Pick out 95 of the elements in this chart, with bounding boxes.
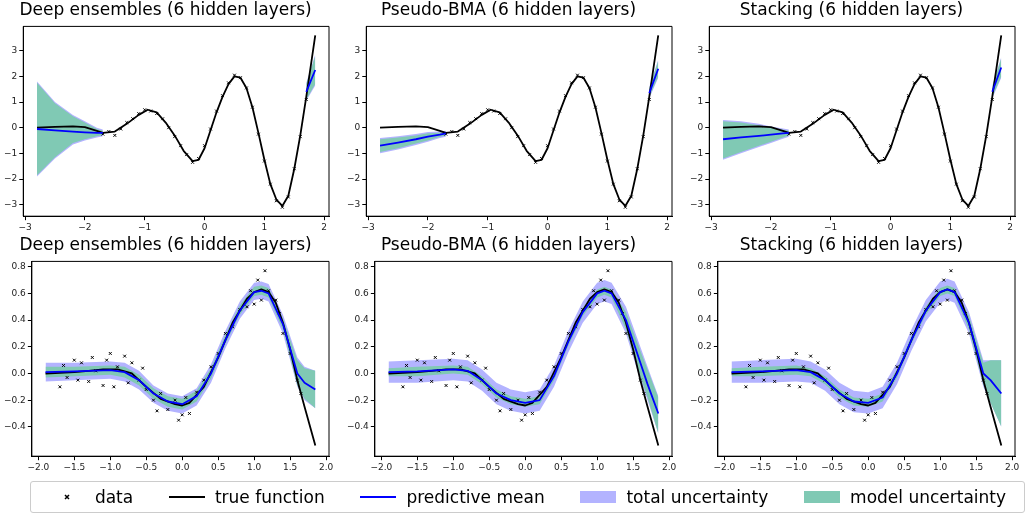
x-tick-label: 0 — [887, 221, 894, 232]
y-tick-label: 0 — [11, 122, 18, 133]
y-tick-label: −1 — [689, 147, 704, 158]
x-tick-label: 0.5 — [211, 461, 226, 472]
y-tick-label: 0.8 — [354, 261, 370, 272]
y-tick-label: 0.6 — [697, 287, 713, 298]
x-tick-label: −0.5 — [478, 461, 501, 472]
legend-label: true function — [214, 487, 325, 507]
chart-title: Deep ensembles (6 hidden layers) — [19, 233, 312, 254]
y-tick-label: 3 — [697, 45, 704, 56]
x-tick-label: −1.0 — [785, 461, 808, 472]
y-tick-label: 2 — [354, 70, 361, 81]
x-tick-label: 2 — [664, 221, 671, 232]
x-tick-label: 0.5 — [554, 461, 569, 472]
legend-label: data — [94, 487, 134, 507]
x-tick-label: −1.5 — [749, 461, 772, 472]
x-tick-label: −2.0 — [713, 461, 736, 472]
y-tick-label: 0.2 — [354, 341, 369, 352]
x-tick-label: −2 — [421, 221, 435, 232]
y-tick-label: −1 — [3, 147, 18, 158]
x-tick-label: −2.0 — [370, 461, 393, 472]
chart-title: Pseudo-BMA (6 hidden layers) — [380, 233, 637, 254]
x-tick-label: −0.5 — [821, 461, 844, 472]
y-tick-label: 0.4 — [354, 314, 370, 325]
y-tick-label: −0.2 — [689, 394, 712, 405]
y-tick-label: −0.2 — [3, 394, 26, 405]
legend-label: predictive mean — [406, 487, 545, 507]
x-tick-label: −1.0 — [442, 461, 465, 472]
y-tick-label: −3 — [689, 199, 704, 209]
x-tick-label: −1 — [481, 221, 495, 232]
x-tick-label: 1 — [947, 221, 954, 232]
chart-title: Pseudo-BMA (6 hidden layers) — [380, 0, 637, 19]
x-tick-label: 2 — [321, 221, 328, 232]
x-tick-label: 0 — [201, 221, 208, 232]
y-tick-label: 0.4 — [697, 314, 713, 325]
y-tick-label: 0.0 — [354, 367, 370, 378]
y-tick-label: −0.2 — [346, 394, 369, 405]
y-tick-label: 1 — [11, 96, 18, 107]
y-tick-label: −0.4 — [346, 421, 370, 432]
x-tick-label: −0.5 — [135, 461, 158, 472]
x-tick-label: 0 — [544, 221, 551, 232]
y-tick-label: 0 — [697, 122, 704, 133]
y-tick-label: −2 — [3, 173, 18, 184]
y-tick-label: 0.0 — [11, 367, 27, 378]
x-tick-label: 2.0 — [1004, 461, 1020, 472]
y-tick-label: 0.8 — [11, 261, 27, 272]
chart-title: Deep ensembles (6 hidden layers) — [19, 0, 312, 19]
y-tick-label: −3 — [346, 199, 361, 209]
x-tick-label: 2.0 — [661, 461, 677, 472]
y-tick-label: 3 — [354, 45, 361, 56]
y-tick-label: −0.4 — [689, 421, 713, 432]
x-tick-label: −2 — [764, 221, 778, 232]
y-tick-label: −2 — [346, 173, 361, 184]
x-tick-label: −2 — [78, 221, 92, 232]
y-tick-label: −3 — [3, 199, 18, 209]
y-tick-label: −2 — [689, 173, 704, 184]
legend-label: model uncertainty — [850, 487, 1007, 507]
x-tick-label: 1 — [261, 221, 268, 232]
chart-title: Stacking (6 hidden layers) — [739, 233, 964, 254]
x-tick-label: 1.0 — [247, 461, 262, 472]
x-tick-label: 0.5 — [897, 461, 912, 472]
y-tick-label: 0.0 — [697, 367, 713, 378]
y-tick-label: 3 — [11, 45, 18, 56]
x-tick-label: 0.0 — [861, 461, 876, 472]
x-tick-label: 2.0 — [318, 461, 334, 472]
y-tick-label: 0 — [354, 122, 361, 133]
y-tick-label: 1 — [354, 96, 361, 107]
x-tick-label: 1.0 — [590, 461, 605, 472]
legend-label: total uncertainty — [626, 487, 769, 507]
x-tick-label: 1.5 — [968, 461, 984, 472]
x-tick-label: −1.5 — [63, 461, 86, 472]
x-tick-label: −1 — [824, 221, 838, 232]
x-tick-label: −2.0 — [27, 461, 50, 472]
x-tick-label: −1.0 — [99, 461, 122, 472]
y-tick-label: 2 — [697, 70, 704, 81]
y-tick-label: −0.4 — [3, 421, 27, 432]
y-tick-label: 1 — [697, 96, 704, 107]
y-tick-label: −1 — [346, 147, 361, 158]
x-tick-label: 1.5 — [625, 461, 641, 472]
y-tick-label: 0.8 — [697, 261, 713, 272]
y-tick-label: 0.4 — [11, 314, 27, 325]
x-tick-label: 2 — [1007, 221, 1014, 232]
x-tick-label: 0.0 — [518, 461, 533, 472]
x-tick-label: 0.0 — [175, 461, 190, 472]
y-tick-label: 0.2 — [697, 341, 712, 352]
y-tick-label: 0.6 — [11, 287, 27, 298]
y-tick-label: 2 — [11, 70, 18, 81]
chart-title: Stacking (6 hidden layers) — [739, 0, 964, 19]
x-tick-label: −1 — [138, 221, 152, 232]
x-tick-label: 1.0 — [933, 461, 948, 472]
x-tick-label: −1.5 — [406, 461, 429, 472]
x-tick-label: 1 — [604, 221, 611, 232]
y-tick-label: 0.2 — [11, 341, 26, 352]
y-tick-label: 0.6 — [354, 287, 370, 298]
x-tick-label: 1.5 — [282, 461, 298, 472]
